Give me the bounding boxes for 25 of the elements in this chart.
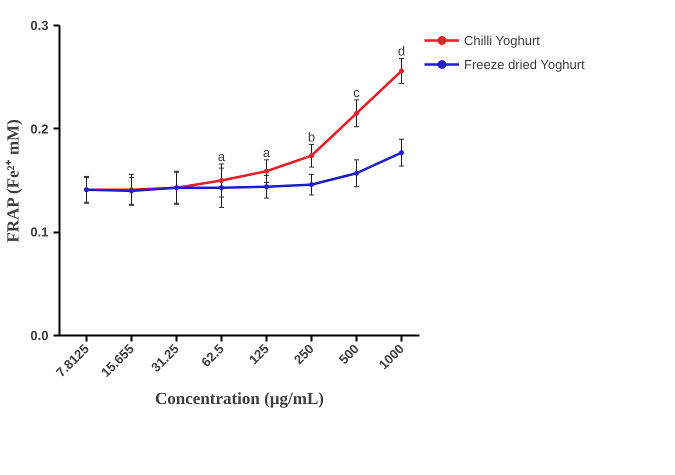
annotation: c xyxy=(353,84,360,100)
x-tick-label: 125 xyxy=(246,341,272,368)
y-tick-label: 0.3 xyxy=(30,18,49,33)
point xyxy=(354,110,359,116)
point xyxy=(354,170,359,176)
x-tick-label: 250 xyxy=(290,341,317,368)
x-tick-label: 62.5 xyxy=(198,341,227,370)
annotation: a xyxy=(262,144,271,160)
y-tick-label: 0.0 xyxy=(30,328,49,343)
annotation: d xyxy=(398,44,406,59)
legend-label: Chilli Yoghurt xyxy=(464,32,540,48)
legend-label: Freeze dried Yoghurt xyxy=(464,56,585,72)
point xyxy=(399,150,404,156)
point xyxy=(309,182,314,188)
point xyxy=(399,68,404,74)
x-axis-title: Concentration (µg/mL) xyxy=(155,388,324,408)
annotation: b xyxy=(308,129,316,144)
point xyxy=(219,185,224,190)
y-tick-label: 0.1 xyxy=(30,224,49,240)
point xyxy=(309,153,314,158)
y-axis-title: FRAP (Fe²⁺ mM) xyxy=(3,119,22,243)
point xyxy=(219,178,224,183)
annotation: a xyxy=(218,148,226,164)
y-tick-label: 0.2 xyxy=(30,121,49,136)
x-tick-label: 500 xyxy=(336,341,362,368)
